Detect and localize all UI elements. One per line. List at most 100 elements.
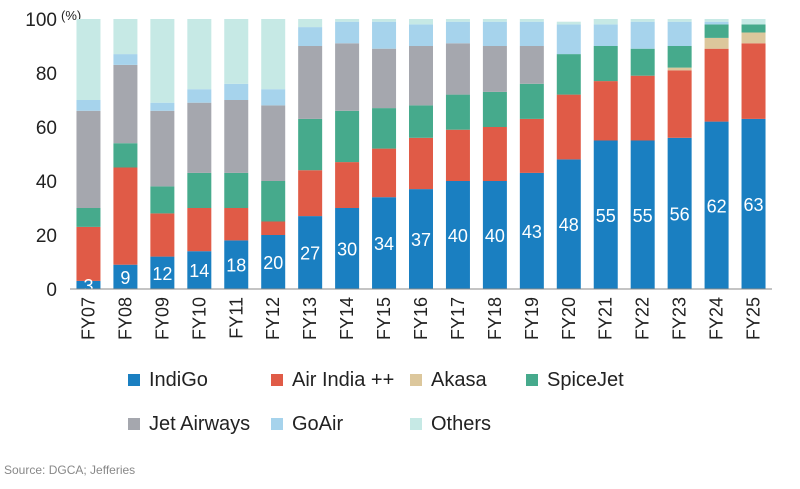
bar-segment xyxy=(150,19,175,103)
bar-segment xyxy=(224,208,249,241)
x-tick-label: FY07 xyxy=(78,297,98,340)
legend-item-indigo: IndiGo xyxy=(128,366,208,394)
bar-segment xyxy=(519,19,544,22)
bar-segment xyxy=(704,24,729,38)
bar-segment xyxy=(445,181,470,289)
bar-segment xyxy=(298,170,323,217)
source-note: Source: DGCA; Jefferies xyxy=(4,463,136,477)
legend-swatch-indigo xyxy=(128,374,140,386)
legend-item-air-india: Air India ++ xyxy=(271,366,394,394)
bar-segment xyxy=(298,19,323,28)
bars-group: 3 9 12 14 18 20 27 30 34 37 40 40 43 48 55 55 56 62 63 xyxy=(76,19,766,296)
bar-segment xyxy=(630,75,655,141)
y-tick-label: 20 xyxy=(36,226,57,247)
bar-value-label: 56 xyxy=(670,204,690,224)
bar-segment xyxy=(741,118,766,290)
bar-segment xyxy=(482,21,507,46)
x-tick-label: FY20 xyxy=(559,297,579,340)
bar-segment xyxy=(335,19,360,22)
x-tick-label: FY21 xyxy=(596,297,616,340)
bar-segment xyxy=(76,100,101,111)
legend-swatch-akasa xyxy=(410,374,422,386)
bar-segment xyxy=(519,118,544,173)
legend-label-indigo: IndiGo xyxy=(149,368,208,391)
bar-value-label: 63 xyxy=(744,195,764,215)
bar-segment xyxy=(667,46,692,68)
bar-value-label: 62 xyxy=(707,196,727,216)
bar-segment xyxy=(335,43,360,111)
bar-value-label: 18 xyxy=(226,256,246,276)
bar-segment xyxy=(519,83,544,119)
y-tick-label: 0 xyxy=(46,280,57,301)
bar-segment xyxy=(335,21,360,44)
bar-segment xyxy=(445,43,470,95)
y-axis-unit-label: (%) xyxy=(61,8,81,23)
bar-segment xyxy=(704,121,729,289)
bar-segment xyxy=(76,19,101,100)
bar-value-label: 48 xyxy=(559,215,579,235)
bar-segment xyxy=(667,19,692,22)
bar-value-label: 34 xyxy=(374,234,394,254)
bar-value-label: 43 xyxy=(522,222,542,242)
bar-value-label: 27 xyxy=(300,244,320,264)
bar-segment xyxy=(113,54,138,65)
bar-segment xyxy=(187,208,212,252)
legend-item-akasa: Akasa xyxy=(410,366,487,394)
bar-segment xyxy=(630,21,655,49)
legend-swatch-others xyxy=(410,418,422,430)
stacked-bar-chart: (%) 0 20 40 60 80 100 3 9 12 14 18 20 27 30 34 37 40 40 4… xyxy=(25,8,772,340)
bar-segment xyxy=(335,208,360,289)
bar-segment xyxy=(76,208,101,227)
bar-segment xyxy=(482,46,507,92)
bar-value-label: 30 xyxy=(337,240,357,260)
bar-value-label: 3 xyxy=(83,276,93,296)
bar-segment xyxy=(593,81,618,141)
bar-segment xyxy=(445,19,470,22)
bar-segment xyxy=(372,21,397,49)
bar-segment xyxy=(224,100,249,173)
bar-segment xyxy=(519,172,544,289)
bar-value-label: 12 xyxy=(152,264,172,284)
bar-segment xyxy=(741,24,766,33)
bar-segment xyxy=(593,140,618,289)
x-tick-label: FY08 xyxy=(115,297,135,340)
legend-swatch-jet-airways xyxy=(128,418,140,430)
bar-segment xyxy=(593,46,618,82)
bar-segment xyxy=(187,102,212,173)
bar-segment xyxy=(593,24,618,46)
legend-label-akasa: Akasa xyxy=(431,368,487,391)
bar-segment xyxy=(667,137,692,289)
bar-value-label: 40 xyxy=(448,226,468,246)
bar-segment xyxy=(630,140,655,289)
bar-segment xyxy=(298,46,323,119)
x-tick-label: FY25 xyxy=(744,297,764,340)
legend-label-jet-airways: Jet Airways xyxy=(149,412,251,435)
bar-segment xyxy=(519,46,544,84)
x-tick-label: FY18 xyxy=(485,297,505,340)
bar-segment xyxy=(224,83,249,100)
bar-segment xyxy=(76,110,101,208)
bar-segment xyxy=(630,48,655,76)
bar-segment xyxy=(298,216,323,289)
x-tick-label: FY15 xyxy=(374,297,394,340)
bar-segment xyxy=(556,54,581,95)
y-tick-label: 40 xyxy=(36,172,57,193)
bar-segment xyxy=(298,118,323,171)
legend-label-goair: GoAir xyxy=(292,412,344,435)
bar-segment xyxy=(113,19,138,55)
bar-value-label: 14 xyxy=(189,261,209,281)
bar-value-label: 37 xyxy=(411,230,431,250)
bar-segment xyxy=(482,19,507,22)
bar-segment xyxy=(224,240,249,289)
bar-segment xyxy=(150,256,175,289)
x-tick-label: FY19 xyxy=(522,297,542,340)
bar-segment xyxy=(519,21,544,46)
x-tick-label: FY14 xyxy=(337,297,357,340)
bar-segment xyxy=(556,94,581,160)
bar-segment xyxy=(372,197,397,289)
legend-label-others: Others xyxy=(431,412,492,435)
legend-swatch-spicejet xyxy=(526,374,538,386)
bar-segment xyxy=(741,19,766,25)
y-tick-label: 60 xyxy=(36,118,57,139)
y-tick-label: 100 xyxy=(25,10,57,31)
